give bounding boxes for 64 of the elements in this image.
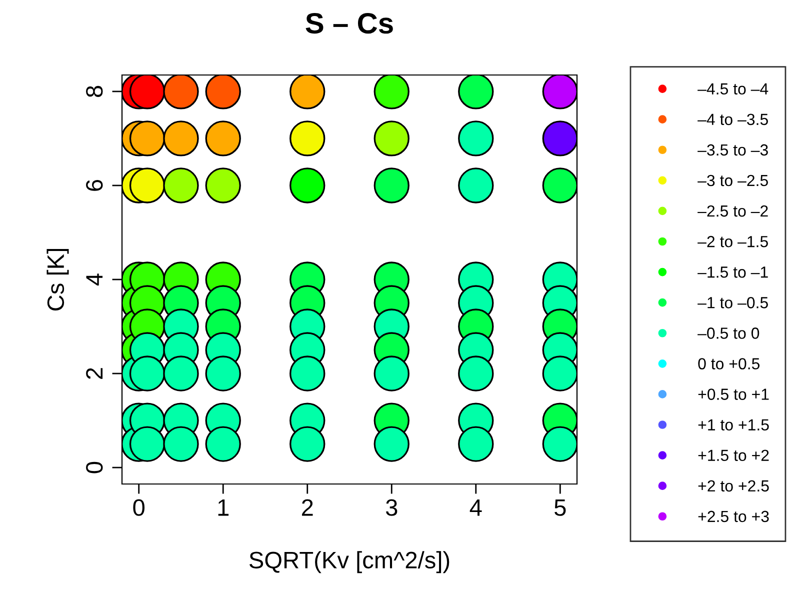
legend-label: –2.5 to –2 bbox=[698, 205, 768, 217]
y-tick-label: 4 bbox=[86, 274, 103, 286]
point bbox=[458, 356, 494, 392]
point bbox=[129, 75, 166, 110]
point bbox=[458, 75, 494, 110]
point bbox=[205, 75, 241, 110]
point bbox=[163, 168, 199, 204]
point bbox=[205, 356, 241, 392]
point bbox=[129, 356, 166, 392]
point bbox=[542, 120, 577, 156]
point bbox=[542, 168, 577, 204]
y-axis-title: Cs [K] bbox=[46, 249, 69, 310]
point bbox=[374, 168, 410, 204]
point bbox=[374, 75, 410, 110]
point bbox=[374, 120, 410, 156]
point bbox=[290, 426, 326, 462]
legend-label: –2 to –1.5 bbox=[698, 236, 768, 248]
point bbox=[163, 75, 199, 110]
point bbox=[290, 120, 326, 156]
x-tick-label: 3 bbox=[386, 499, 398, 516]
point bbox=[129, 168, 166, 204]
legend-label: +2.5 to +3 bbox=[698, 510, 769, 522]
y-tick-label: 2 bbox=[86, 368, 103, 379]
point bbox=[205, 168, 241, 204]
point bbox=[205, 120, 241, 156]
point bbox=[290, 75, 326, 110]
legend-label: +1 to +1.5 bbox=[698, 419, 769, 430]
point bbox=[163, 120, 199, 156]
x-tick-label: 1 bbox=[218, 499, 229, 516]
legend-label: –1.5 to –1 bbox=[698, 266, 768, 278]
point bbox=[205, 426, 241, 462]
legend-label: –4.5 to –4 bbox=[698, 83, 768, 95]
legend-label: +0.5 to +1 bbox=[698, 388, 769, 400]
y-tick-label: 6 bbox=[86, 180, 103, 191]
point bbox=[163, 426, 199, 462]
x-tick-label: 4 bbox=[470, 499, 482, 516]
x-tick-label: 5 bbox=[554, 499, 566, 516]
chart-title: S – Cs bbox=[306, 12, 393, 34]
point bbox=[458, 120, 494, 156]
point bbox=[129, 426, 166, 462]
x-tick-label: 0 bbox=[133, 499, 144, 516]
point bbox=[374, 426, 410, 462]
legend-label: –0.5 to 0 bbox=[698, 328, 760, 339]
point bbox=[129, 120, 166, 156]
point bbox=[458, 426, 494, 462]
point bbox=[374, 356, 410, 392]
legend-label: –3.5 to –3 bbox=[698, 144, 768, 156]
point bbox=[542, 426, 577, 462]
point bbox=[290, 356, 326, 392]
point bbox=[163, 356, 199, 392]
legend-label: –1 to –0.5 bbox=[698, 297, 768, 308]
y-tick-label: 0 bbox=[86, 462, 103, 474]
point bbox=[542, 75, 577, 110]
legend-label: +2 to +2.5 bbox=[698, 480, 769, 492]
y-tick-label: 8 bbox=[86, 86, 103, 97]
point bbox=[290, 168, 326, 204]
x-tick-label: 2 bbox=[302, 499, 313, 516]
point bbox=[458, 168, 494, 204]
point bbox=[542, 356, 577, 392]
x-axis-title: SQRT(Kv [cm^2/s]) bbox=[249, 551, 450, 574]
legend-label: +1.5 to +2 bbox=[698, 450, 769, 462]
legend-label: 0 to +0.5 bbox=[698, 358, 760, 370]
legend-label: –3 to –2.5 bbox=[698, 174, 768, 186]
legend-label: –4 to –3.5 bbox=[698, 114, 768, 126]
